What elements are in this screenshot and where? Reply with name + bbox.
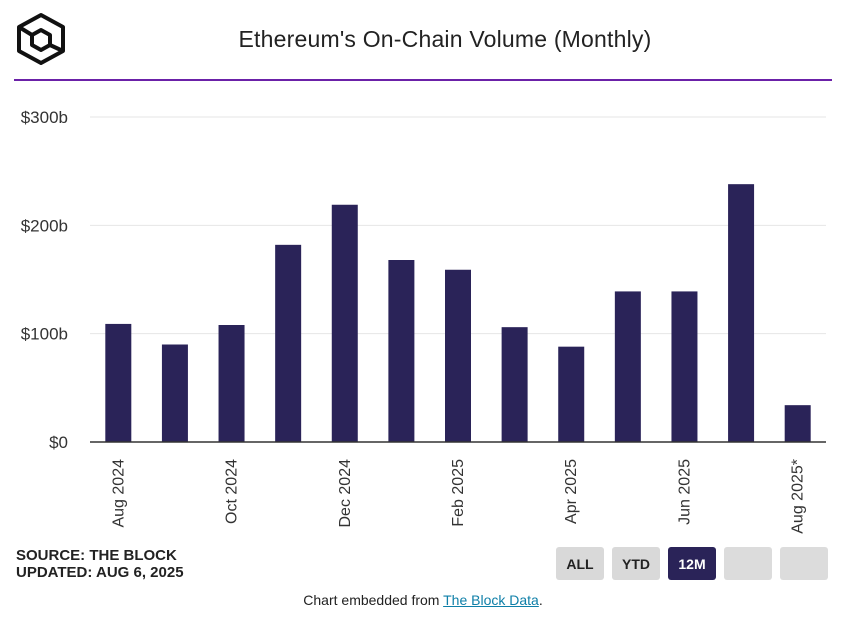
y-tick-label: $200b [21, 216, 68, 235]
range-extra-button-1[interactable] [724, 547, 772, 580]
header-divider [14, 79, 832, 81]
embed-suffix: . [538, 592, 543, 608]
y-tick-label: $300b [21, 108, 68, 127]
x-tick-label: Jun 2025 [676, 459, 693, 525]
source-text: SOURCE: THE BLOCK [16, 547, 177, 564]
range-12m-button[interactable]: 12M [668, 547, 716, 580]
x-tick-label: Aug 2025* [790, 459, 807, 534]
embed-note: Chart embedded from The Block Data. [0, 592, 846, 608]
embed-prefix: Chart embedded from [303, 592, 444, 608]
x-tick-label: Feb 2025 [450, 459, 467, 527]
x-tick-label: Oct 2024 [224, 459, 241, 524]
source-block: SOURCE: THE BLOCK UPDATED: AUG 6, 2025 [16, 547, 184, 581]
bar [501, 327, 528, 442]
chart-header: Ethereum's On-Chain Volume (Monthly) [0, 0, 846, 80]
bar [614, 291, 641, 442]
x-tick-label: Dec 2024 [337, 459, 354, 528]
y-tick-label: $0 [49, 433, 68, 452]
the-block-data-link[interactable]: The Block Data [443, 592, 539, 608]
bar-chart: $0 $100b $200b $300b Aug 2024 Oct 2024 Dec 202… [21, 108, 826, 534]
the-block-logo-icon [17, 13, 65, 65]
bar [161, 344, 188, 442]
y-tick-label: $100b [21, 325, 68, 344]
bar [671, 291, 698, 442]
updated-text: UPDATED: AUG 6, 2025 [16, 564, 184, 581]
bar [784, 405, 811, 442]
bar [218, 325, 245, 442]
bar [388, 260, 415, 442]
range-all-button[interactable]: ALL [556, 547, 604, 580]
range-ytd-button[interactable]: YTD [612, 547, 660, 580]
bar [105, 323, 132, 442]
range-buttons: ALL YTD 12M [556, 547, 828, 580]
bar [728, 184, 755, 442]
bar [275, 244, 302, 442]
bar [445, 269, 471, 442]
bar [331, 204, 358, 442]
bar [558, 346, 585, 442]
x-tick-label: Apr 2025 [563, 459, 580, 524]
chart-title: Ethereum's On-Chain Volume (Monthly) [238, 26, 652, 52]
x-tick-label: Aug 2024 [110, 459, 127, 528]
range-extra-button-2[interactable] [780, 547, 828, 580]
